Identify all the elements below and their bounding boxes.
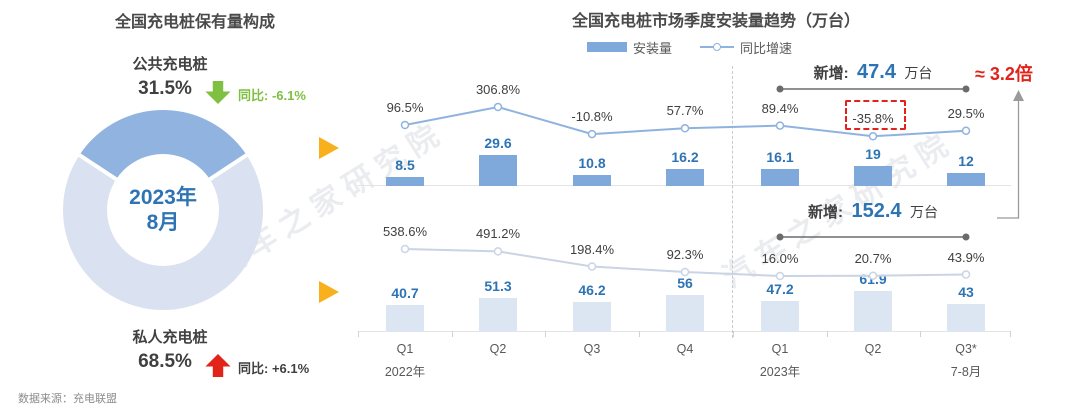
x-axis-label-q3: Q3 bbox=[583, 342, 601, 356]
yoy-pct-label: 538.6% bbox=[382, 224, 428, 239]
bar-bottom-q4 bbox=[666, 295, 704, 332]
annotation-value: 152.4 bbox=[851, 200, 902, 222]
x-axis-tick bbox=[1010, 331, 1011, 337]
top-new-additions-annotation: 新增: 47.4 万台 bbox=[763, 61, 983, 84]
pointer-triangle-icon bbox=[319, 137, 339, 159]
year-divider-dashed-line bbox=[732, 66, 733, 338]
bar-value-label: 47.2 bbox=[766, 281, 794, 297]
bar-value-label: 29.6 bbox=[484, 135, 512, 151]
x-axis-label-q7: Q3* bbox=[955, 342, 977, 356]
x-axis-label-q2: Q2 bbox=[489, 342, 507, 356]
pointer-triangle-icon bbox=[319, 281, 339, 303]
yoy-pct-label: 16.0% bbox=[761, 251, 799, 266]
annotation-prefix: 新增: bbox=[813, 65, 849, 82]
x-axis-tick bbox=[358, 331, 359, 337]
donut-center: 2023年 8月 bbox=[107, 154, 219, 266]
bar-value-label: 12 bbox=[958, 153, 974, 169]
yoy-pct-label: -10.8% bbox=[571, 109, 613, 125]
x-axis-label-q6: Q2 bbox=[864, 342, 882, 356]
yoy-pct-label: 29.5% bbox=[947, 105, 985, 121]
annotation-unit: 万台 bbox=[909, 204, 938, 220]
bar-value-label: 56 bbox=[677, 275, 693, 291]
x-axis-sub-label: 7-8月 bbox=[950, 365, 982, 379]
bar-value-label: 40.7 bbox=[391, 285, 419, 301]
bar-value-label: 16.1 bbox=[766, 149, 794, 165]
bar-bottom-q2 bbox=[479, 298, 517, 332]
data-source-note: 数据来源：充电联盟 bbox=[18, 393, 117, 405]
x-axis-sub-label: 2023年 bbox=[759, 365, 801, 379]
legend-bar-swatch-icon bbox=[587, 42, 627, 52]
bar-value-label: 51.3 bbox=[484, 278, 512, 294]
yoy-pct-label: 306.8% bbox=[475, 82, 521, 97]
yoy-pct-label: 89.4% bbox=[761, 100, 799, 116]
x-axis-tick bbox=[732, 331, 734, 337]
x-axis-label-q1: Q1 bbox=[396, 342, 414, 356]
bar-value-label: 43 bbox=[958, 284, 974, 300]
left-chart-title: 全国充电桩保有量构成 bbox=[114, 14, 275, 31]
bar-bottom-q3 bbox=[573, 302, 611, 332]
yoy-pct-label: 491.2% bbox=[475, 226, 521, 242]
bar-top-q4 bbox=[666, 169, 704, 186]
bar-value-label: 46.2 bbox=[578, 282, 606, 298]
bar-top-q5 bbox=[761, 169, 799, 186]
up-arrow-icon bbox=[205, 354, 231, 377]
yoy-pct-label: 43.9% bbox=[947, 249, 985, 265]
bar-value-label: 16.2 bbox=[671, 149, 699, 165]
x-axis-tick bbox=[826, 331, 828, 337]
right-chart-title: 全国充电桩市场季度安装量趋势（万台） bbox=[572, 13, 861, 30]
bar-bottom-q1 bbox=[386, 305, 424, 332]
bar-value-label: 19 bbox=[865, 146, 881, 162]
x-axis-sub-label: 2022年 bbox=[384, 365, 426, 379]
yoy-pct-label: 57.7% bbox=[666, 103, 704, 119]
yoy-pct-label: -35.8% bbox=[852, 111, 894, 127]
x-axis-label-q4: Q4 bbox=[676, 342, 694, 356]
bar-bottom-q5 bbox=[761, 301, 799, 332]
down-arrow-icon bbox=[205, 81, 231, 104]
legend-line-icon bbox=[700, 42, 734, 52]
public-pile-share: 31.5% bbox=[138, 78, 192, 99]
ratio-annotation: ≈ 3.2倍 bbox=[975, 64, 1033, 84]
legend-line-label: 同比增速 bbox=[740, 41, 793, 56]
yoy-pct-label: 92.3% bbox=[666, 247, 704, 262]
donut-center-year: 2023年 bbox=[129, 186, 197, 209]
bar-top-q1 bbox=[386, 177, 424, 186]
bar-value-label: 8.5 bbox=[395, 157, 415, 173]
x-axis-tick bbox=[638, 331, 640, 337]
bar-top-q7 bbox=[947, 173, 985, 186]
yoy-pct-label: 198.4% bbox=[569, 241, 615, 257]
bar-top-q3 bbox=[573, 175, 611, 186]
bottom-new-additions-annotation: 新增: 152.4 万台 bbox=[763, 200, 983, 223]
bar-top-q2 bbox=[479, 155, 517, 186]
yoy-pct-label: 96.5% bbox=[386, 100, 424, 115]
x-axis-tick bbox=[451, 331, 453, 337]
bar-value-label: 61.9 bbox=[859, 271, 887, 287]
annotation-value: 47.4 bbox=[857, 61, 896, 83]
x-axis-tick bbox=[545, 331, 546, 337]
donut-center-month: 8月 bbox=[146, 211, 180, 234]
yoy-pct-label: 20.7% bbox=[854, 250, 892, 266]
bar-top-q6 bbox=[854, 166, 892, 186]
donut-chart: 2023年 8月 bbox=[63, 110, 263, 310]
bar-bottom-q7 bbox=[947, 304, 985, 332]
legend-bar-label: 安装量 bbox=[633, 41, 673, 56]
private-yoy-label: 同比: +6.1% bbox=[238, 361, 310, 376]
x-axis-label-q5: Q1 bbox=[771, 342, 789, 356]
bar-value-label: 10.8 bbox=[578, 155, 606, 171]
annotation-unit: 万台 bbox=[904, 65, 933, 81]
private-pile-share: 68.5% bbox=[138, 351, 192, 372]
public-yoy-label: 同比: -6.1% bbox=[238, 88, 306, 103]
bar-bottom-q6 bbox=[854, 291, 892, 332]
public-pile-label: 公共充电桩 bbox=[132, 56, 208, 73]
private-pile-label: 私人充电桩 bbox=[132, 329, 208, 346]
annotation-prefix: 新增: bbox=[808, 204, 844, 221]
x-axis-tick bbox=[919, 331, 921, 337]
